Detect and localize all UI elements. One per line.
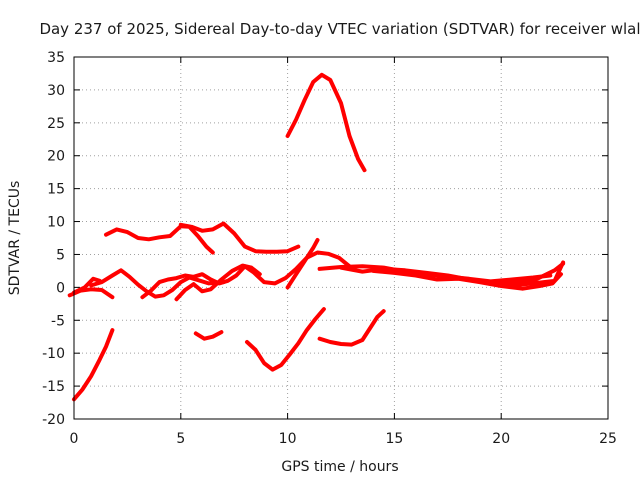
series-line-satellite-arc-1 <box>72 328 115 402</box>
series-line-satellite-arc-9 <box>285 238 320 290</box>
y-tick-label: 10 <box>47 215 65 231</box>
series-line-satellite-arc-4 <box>104 224 215 255</box>
x-axis-label: GPS time / hours <box>281 459 398 475</box>
series-line-satellite-arc-3 <box>72 276 102 295</box>
series-line-satellite-arc-7 <box>140 250 352 300</box>
series-line-satellite-arc-17 <box>317 309 386 347</box>
y-axis-label: SDTVAR / TECUs <box>7 181 23 296</box>
y-tick-label: 0 <box>56 280 65 296</box>
y-tick-label: -5 <box>51 313 65 329</box>
x-tick-label: 5 <box>176 431 185 447</box>
chart-title: Day 237 of 2025, Sidereal Day-to-day VTE… <box>39 20 640 38</box>
x-tick-label: 25 <box>599 431 617 447</box>
x-tick-label: 0 <box>70 431 79 447</box>
plot-frame <box>73 56 609 420</box>
y-tick-label: 20 <box>47 149 65 165</box>
x-tick-label: 20 <box>492 431 510 447</box>
series-layer <box>67 72 566 402</box>
y-tick-label: 25 <box>47 116 65 132</box>
y-tick-label: -20 <box>42 412 65 428</box>
y-tick-label: 5 <box>56 247 65 263</box>
series-line-satellite-arc-8 <box>174 263 262 302</box>
x-tick-label: 10 <box>279 431 297 447</box>
series-line-satellite-arc-16 <box>245 307 326 372</box>
series-line-satellite-arc-13 <box>317 264 553 284</box>
series-line-satellite-arc-6 <box>89 268 226 299</box>
series-line-satellite-arc-15 <box>193 330 224 341</box>
tick-layer: 0 5 10 15 20 25 -20 -15 -10 -5 0 5 10 15 20 25 30 35 <box>42 50 617 447</box>
y-tick-label: 35 <box>47 50 65 66</box>
y-tick-label: -10 <box>42 346 65 362</box>
x-tick-label: 15 <box>385 431 403 447</box>
series-line-satellite-arc-14 <box>499 261 566 287</box>
series-line-satellite-arc-5 <box>178 221 301 254</box>
y-tick-label: 30 <box>47 83 65 99</box>
y-tick-label: -15 <box>42 379 65 395</box>
series-line-satellite-arc-10 <box>285 72 367 173</box>
y-tick-label: 15 <box>47 182 65 198</box>
